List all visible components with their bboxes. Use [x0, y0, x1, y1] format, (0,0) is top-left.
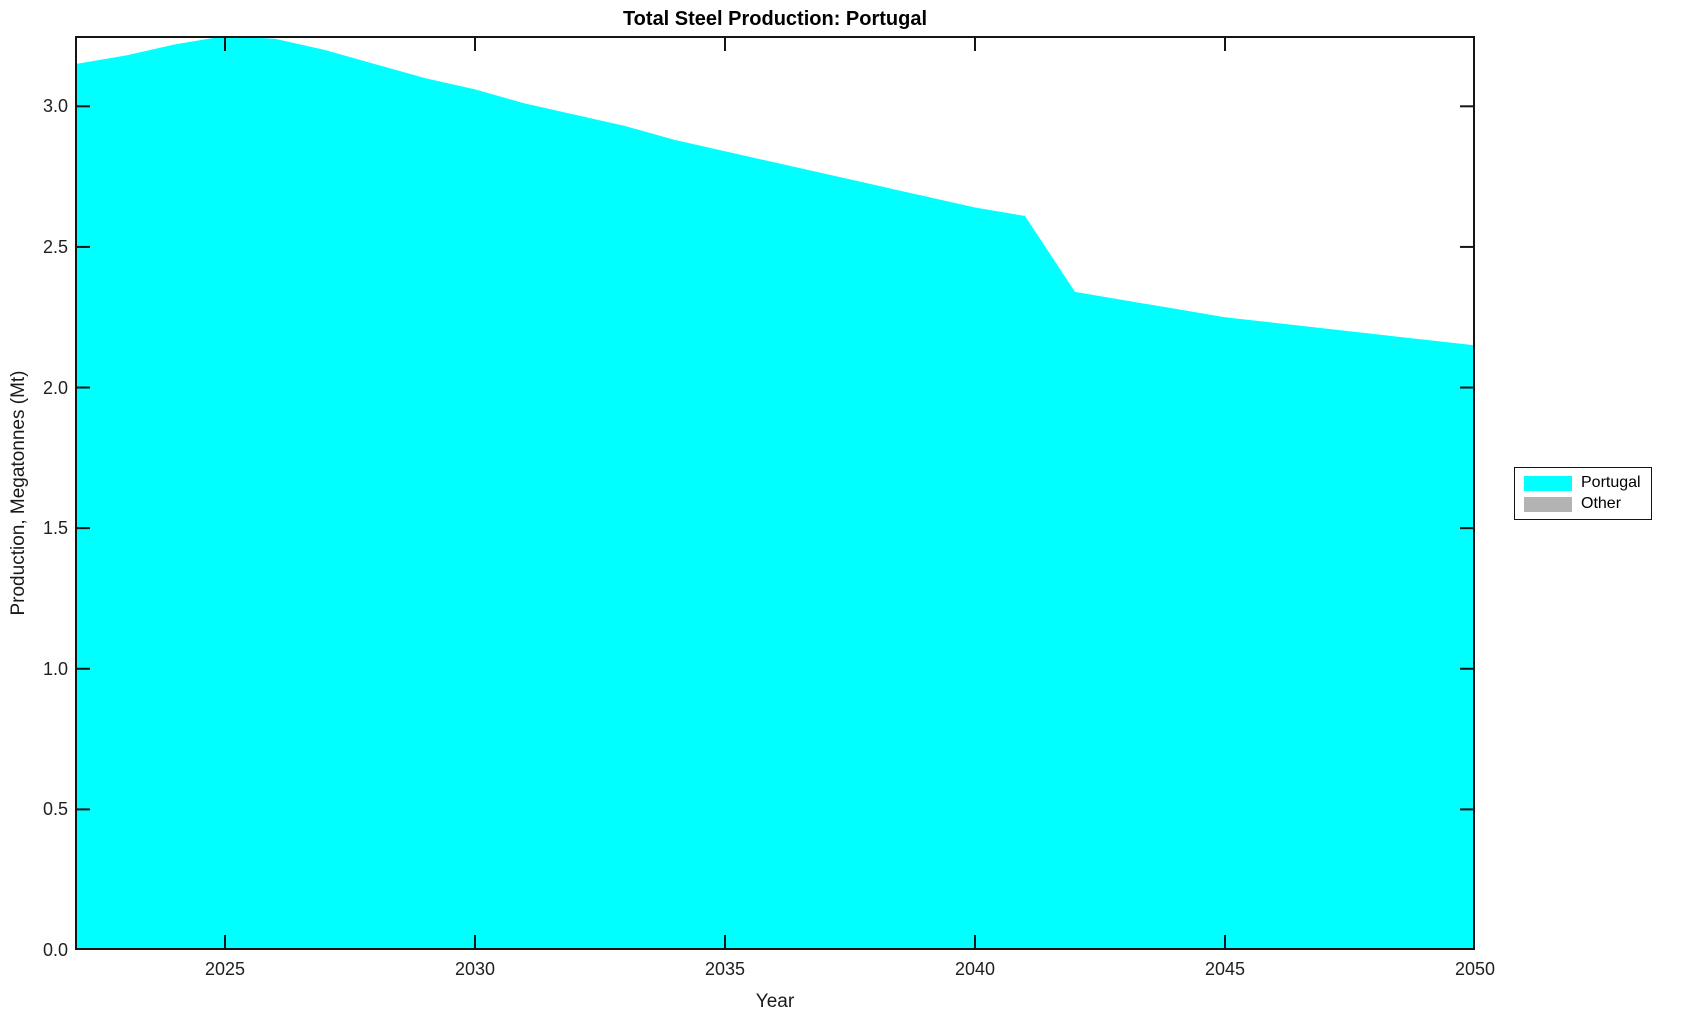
legend-swatch-other — [1524, 496, 1572, 512]
y-tick-label: 0.0 — [42, 940, 68, 960]
y-tick-label: 2.5 — [42, 236, 68, 257]
y-axis-label: Production, Megatonnes (Mt) — [8, 370, 29, 616]
x-axis-label: Year — [755, 991, 795, 1012]
y-tick-label: 3.0 — [42, 96, 68, 117]
x-tick-label: 2025 — [204, 959, 246, 979]
area-series-portugal — [75, 36, 1475, 950]
x-tick-label: 2030 — [454, 959, 496, 979]
legend-label-other: Other — [1581, 495, 1622, 512]
y-tick-label: 2.0 — [42, 377, 68, 398]
legend-item-portugal: Portugal — [1524, 475, 1641, 491]
x-tick-label: 2040 — [954, 959, 996, 979]
y-tick-label: 1.0 — [42, 658, 68, 679]
x-tick-label: 2050 — [1454, 959, 1496, 979]
legend: Portugal Other — [1514, 467, 1652, 520]
y-tick-label: 1.5 — [42, 518, 68, 539]
axes-box — [75, 36, 1475, 950]
y-tick-label: 0.5 — [42, 799, 68, 820]
chart-title: Total Steel Production: Portugal — [622, 8, 928, 30]
plot-area — [75, 36, 1475, 950]
legend-label-portugal: Portugal — [1581, 474, 1641, 491]
legend-swatch-portugal — [1524, 475, 1572, 491]
x-tick-label: 2035 — [704, 959, 746, 979]
x-tick-label: 2045 — [1204, 959, 1246, 979]
legend-item-other: Other — [1524, 496, 1641, 512]
